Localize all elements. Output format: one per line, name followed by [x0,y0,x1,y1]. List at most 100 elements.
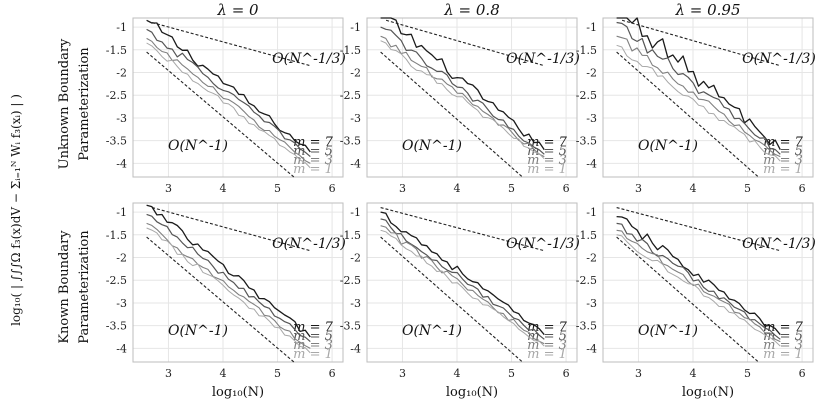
reference-line [616,236,759,363]
y-tick-label: -2 [586,252,597,265]
series-line-m7 [616,17,781,151]
y-tick-label: -2 [116,252,127,265]
y-tick-label: -1 [350,206,361,219]
reference-line [380,236,523,363]
x-tick-label: 3 [635,182,642,195]
series-label: m = 7 [527,135,567,150]
series-line-m1 [146,227,311,354]
x-tick-label: 4 [454,182,461,195]
x-tick-label: 5 [508,182,515,195]
y-tick-label: -2.5 [576,274,597,287]
plot-frame [366,17,578,178]
series-line-m5 [380,218,545,340]
y-tick-label: -4 [116,157,127,170]
x-tick-label: 4 [454,367,461,380]
row-label-known-line2: Parameterization [77,230,92,344]
x-tick-label: 6 [799,367,806,380]
series-label: m = 5 [293,329,333,344]
x-tick-label: 4 [690,367,697,380]
x-tick-label: 3 [635,367,642,380]
series-line-m5 [146,213,311,343]
panel-unknown-lambda-0: -1 -1.5 -2 -2.5 -3 -3.5 -4 3 4 5 6 λ = 0 O(N^-1/3) O(… [106,1,346,195]
y-tick-label: -4 [586,157,597,170]
x-tick-label: 6 [563,367,570,380]
series-label: m = 1 [527,347,567,362]
y-tick-label: -4 [116,342,127,355]
series-line-m3 [616,229,781,343]
y-tick-label: -3 [350,297,361,310]
y-tick-label: -3.5 [340,135,361,148]
y-tick-label: -2.5 [576,89,597,102]
x-tick-label: 5 [508,367,515,380]
y-tick-label: -3 [116,297,127,310]
y-tick-label: -1 [116,21,127,34]
series-line-m1 [616,234,781,347]
series-line-m3 [616,35,781,158]
y-tick-label: -2 [586,67,597,80]
series-label: m = 3 [763,153,803,168]
reference-line [380,51,523,178]
series-line-m1 [616,44,781,162]
x-axis-label: log₁₀(N) [212,385,264,400]
x-tick-label: 6 [329,182,336,195]
y-tick-label: -1 [116,206,127,219]
series-line-m3 [380,225,545,345]
series-label: m = 1 [763,347,803,362]
series-line-m5 [380,26,545,155]
panel-title: λ = 0.8 [443,1,499,19]
x-axis-label: log₁₀(N) [446,385,498,400]
y-tick-label: -2.5 [340,274,361,287]
row-label-unknown: Unknown Boundary Parameterization [57,38,92,169]
y-tick-label: -1 [586,21,597,34]
reference-line-label: O(N^-1/3) [272,51,346,67]
y-tick-label: -3 [586,112,597,125]
panel-known-lambda-0.8: -1 -1.5 -2 -2.5 -3 -3.5 -4 3 4 5 6 log₁₀(N) O(N^-1/3… [340,202,580,400]
series-label: m = 7 [763,135,803,150]
x-tick-label: 6 [563,182,570,195]
y-tick-label: -4 [350,157,361,170]
series-label: m = 1 [293,162,333,177]
reference-line [380,207,545,252]
series-label: m = 7 [293,135,333,150]
y-tick-label: -1.5 [106,229,127,242]
series-label: m = 1 [293,347,333,362]
reference-line-label: O(N^-1/3) [506,51,580,67]
y-tick-label: -3.5 [340,320,361,333]
reference-line-label: O(N^-1) [168,138,228,154]
y-tick-label: -3.5 [106,320,127,333]
y-tick-label: -3.5 [576,135,597,148]
y-tick-label: -2.5 [106,89,127,102]
x-tick-label: 5 [274,367,281,380]
row-label-known-line1: Known Boundary [57,230,72,344]
series-line-m5 [146,28,311,158]
plot-frame [132,202,344,363]
x-tick-label: 4 [220,182,227,195]
series-label: m = 1 [763,162,803,177]
y-tick-label: -1.5 [576,44,597,57]
y-tick-label: -2 [350,67,361,80]
reference-line [616,51,759,178]
y-tick-label: -3.5 [106,135,127,148]
series-line-m7 [380,211,545,336]
y-tick-label: -4 [350,342,361,355]
x-tick-label: 3 [165,367,172,380]
y-tick-label: -1.5 [106,44,127,57]
series-label: m = 7 [293,320,333,335]
y-tick-label: -1.5 [340,44,361,57]
series-line-m7 [146,19,311,153]
row-label-unknown-line1: Unknown Boundary [57,38,72,169]
series-line-m7 [380,17,545,151]
series-label: m = 5 [293,144,333,159]
series-label: m = 7 [527,320,567,335]
reference-line-label: O(N^-1/3) [506,236,580,252]
plot-frame [602,202,814,363]
row-label-unknown-line2: Parameterization [77,47,92,161]
y-tick-label: -3 [116,112,127,125]
panel-known-lambda-0: -1 -1.5 -2 -2.5 -3 -3.5 -4 3 4 5 6 log₁₀(N) O(N^-1/3… [106,202,346,400]
panels: -1 -1.5 -2 -2.5 -3 -3.5 -4 3 4 5 6 λ = 0 O(N^-1/3) O(… [106,1,816,400]
series-label: m = 1 [527,162,567,177]
reference-line-label: O(N^-1) [402,323,462,339]
x-tick-label: 4 [220,367,227,380]
series-line-m7 [616,215,781,336]
